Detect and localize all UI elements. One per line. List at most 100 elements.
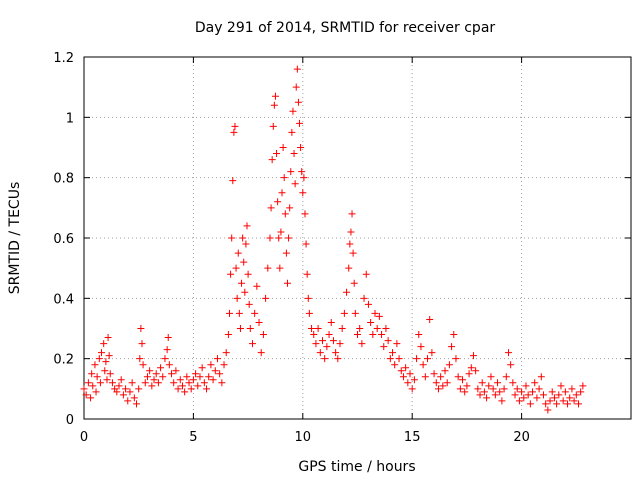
data-point <box>298 168 306 176</box>
data-point <box>80 385 88 393</box>
data-point <box>287 168 295 176</box>
data-point <box>232 264 240 272</box>
data-point <box>314 325 322 332</box>
data-point <box>559 397 567 405</box>
data-point <box>168 370 176 378</box>
data-point <box>198 364 206 372</box>
data-point <box>243 222 251 230</box>
data-point <box>345 264 353 272</box>
data-point <box>124 397 132 405</box>
y-axis-title: SRMTID / TECUs <box>7 182 23 295</box>
data-point <box>230 128 238 136</box>
data-point <box>273 150 281 158</box>
data-point <box>264 264 272 272</box>
data-point <box>327 318 335 326</box>
data-point <box>417 343 425 351</box>
data-point <box>483 394 491 402</box>
data-point <box>196 373 204 381</box>
data-point <box>274 198 282 206</box>
data-point <box>548 388 556 396</box>
data-point <box>410 376 418 384</box>
data-point <box>299 189 307 197</box>
data-point <box>84 379 92 387</box>
y-tick-label: 0.8 <box>53 172 74 187</box>
x-tick-label: 15 <box>404 430 421 445</box>
data-point <box>424 355 432 363</box>
data-point <box>239 234 247 242</box>
data-point <box>157 364 165 372</box>
data-point <box>529 388 537 396</box>
data-point <box>211 367 219 375</box>
data-point <box>428 349 436 357</box>
data-point <box>524 391 532 399</box>
data-point <box>321 355 329 363</box>
data-point <box>139 361 147 369</box>
data-point <box>137 325 145 332</box>
data-point <box>194 382 202 390</box>
data-point <box>259 331 267 339</box>
data-point <box>87 394 95 402</box>
data-point <box>336 340 344 348</box>
data-point <box>491 391 499 399</box>
data-point <box>441 367 449 375</box>
data-point <box>332 349 340 357</box>
data-point <box>338 325 346 332</box>
data-point <box>282 249 290 257</box>
data-point <box>170 379 178 387</box>
data-point <box>235 309 243 317</box>
data-point <box>544 406 552 414</box>
data-point <box>480 388 488 396</box>
data-point <box>98 349 106 357</box>
data-point <box>472 367 480 375</box>
data-point <box>164 334 172 342</box>
data-point <box>213 355 221 363</box>
data-point <box>135 385 143 393</box>
data-point <box>248 340 256 348</box>
data-point <box>297 144 305 151</box>
data-point <box>358 340 366 348</box>
data-point <box>432 379 440 387</box>
data-point <box>421 373 429 381</box>
data-point <box>557 382 565 390</box>
y-tick-label: 0.2 <box>53 353 74 368</box>
data-point <box>117 376 125 384</box>
data-point <box>494 379 502 387</box>
data-point <box>500 385 508 393</box>
data-point <box>115 382 123 390</box>
data-point <box>189 376 197 384</box>
data-point <box>289 107 297 115</box>
data-point <box>489 385 497 393</box>
data-point <box>238 279 246 287</box>
data-point <box>546 397 554 405</box>
data-point <box>509 379 517 387</box>
data-point <box>266 234 274 242</box>
data-point <box>136 355 144 363</box>
data-point <box>443 379 451 387</box>
data-point <box>537 373 545 381</box>
data-point <box>126 388 134 396</box>
data-point <box>511 391 519 399</box>
data-point <box>122 385 130 393</box>
data-point <box>104 334 112 342</box>
data-point <box>349 249 357 257</box>
data-point <box>176 376 184 384</box>
data-point <box>82 391 90 399</box>
data-point <box>572 391 580 399</box>
data-point <box>445 361 453 369</box>
data-point <box>268 156 276 164</box>
x-tick-label: 0 <box>80 430 88 445</box>
data-point <box>257 349 265 357</box>
data-point <box>141 379 149 387</box>
data-point <box>308 325 316 332</box>
data-point <box>531 379 539 387</box>
data-point <box>303 270 311 278</box>
data-point <box>226 309 234 317</box>
data-point <box>150 376 158 384</box>
data-point <box>408 385 416 393</box>
data-point <box>91 361 99 369</box>
data-point <box>301 210 309 218</box>
gridlines <box>84 57 631 419</box>
data-point <box>507 361 515 369</box>
data-point <box>278 189 286 197</box>
